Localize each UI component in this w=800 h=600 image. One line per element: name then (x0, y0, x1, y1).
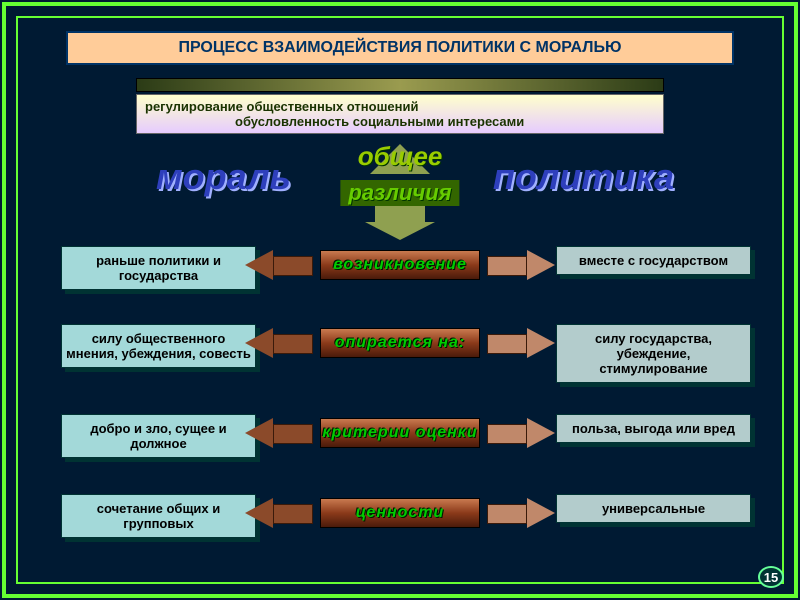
top-gradient-bar (136, 78, 664, 92)
regulation-line1: регулирование общественных отношений (145, 99, 655, 114)
regulation-line2: обусловленность социальными интересами (145, 114, 655, 129)
common-label: общее (358, 141, 443, 172)
center-box-1: опирается на: (320, 328, 480, 358)
moral-label: мораль (156, 156, 291, 198)
center-box-2: критерии оценки (320, 418, 480, 448)
diff-label: различия (340, 180, 459, 206)
right-box-1: силу государства, убеждение, стимулирова… (556, 324, 751, 383)
right-box-0: вместе с государством (556, 246, 751, 275)
outer-frame: ПРОЦЕСС ВЗАИМОДЕЙСТВИЯ ПОЛИТИКИ С МОРАЛЬ… (2, 2, 798, 598)
title-text: ПРОЦЕСС ВЗАИМОДЕЙСТВИЯ ПОЛИТИКИ С МОРАЛЬ… (178, 39, 621, 57)
right-box-3: универсальные (556, 494, 751, 523)
down-arrow-icon (375, 206, 425, 222)
left-box-2: добро и зло, сущее и должное (61, 414, 256, 458)
politics-label: политика (493, 156, 674, 198)
center-box-3: ценности (320, 498, 480, 528)
left-box-3: сочетание общих и групповых (61, 494, 256, 538)
page-number: 15 (758, 566, 784, 588)
left-box-1: силу общественного мнения, убеждения, со… (61, 324, 256, 368)
page-number-text: 15 (764, 570, 778, 585)
left-box-0: раньше политики и государства (61, 246, 256, 290)
title-bar: ПРОЦЕСС ВЗАИМОДЕЙСТВИЯ ПОЛИТИКИ С МОРАЛЬ… (66, 31, 734, 65)
regulation-box: регулирование общественных отношений обу… (136, 94, 664, 134)
right-box-2: польза, выгода или вред (556, 414, 751, 443)
center-box-0: возникновение (320, 250, 480, 280)
